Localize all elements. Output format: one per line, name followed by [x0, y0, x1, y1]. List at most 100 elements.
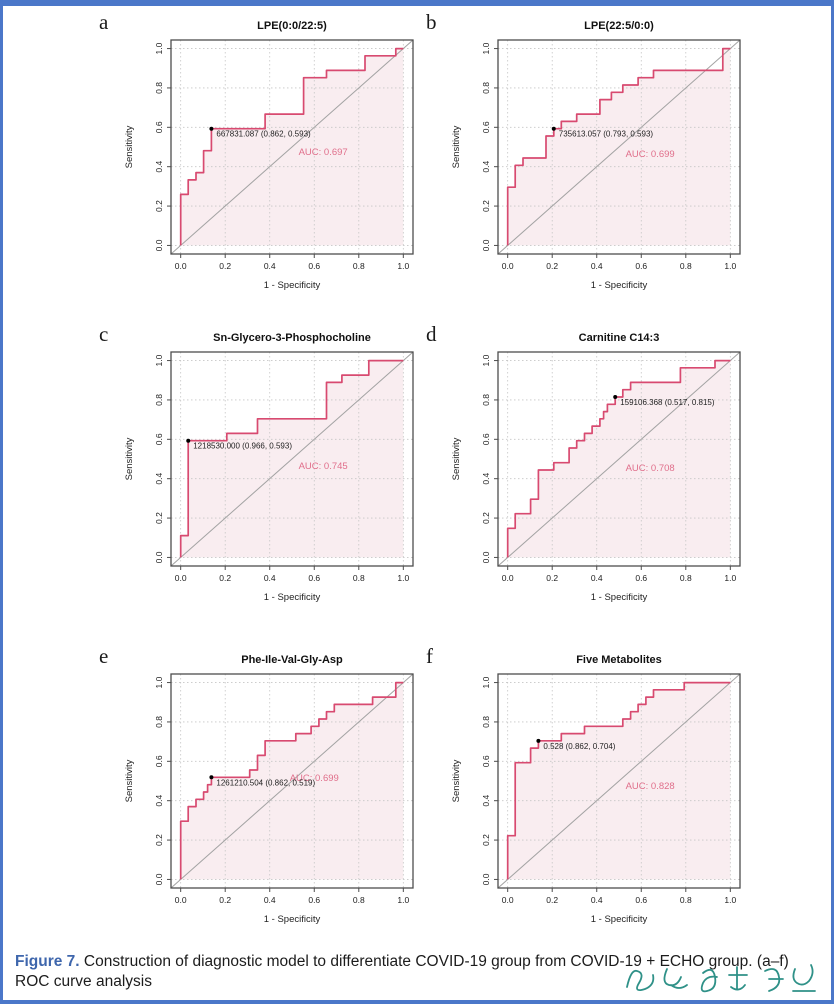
diagonal-reference-line [497, 39, 741, 255]
plot-title: LPE(22:5/0:0) [584, 20, 654, 32]
roc-curve [506, 47, 731, 246]
roc-panel-c: c 0.0 0.0 0.2 0.2 0.4 0.4 0.6 0.6 0.8 0.8 1.0 1.0 Sn… [89, 322, 416, 644]
y-tick-label: 0.0 [154, 239, 164, 251]
plot-box [497, 39, 741, 255]
x-tick-label: 1.0 [397, 895, 409, 905]
roc-curve [179, 681, 404, 880]
x-axis-label: 1 - Specificity [264, 592, 321, 603]
y-tick-label: 0.4 [481, 473, 491, 485]
x-tick-label: 0.8 [680, 573, 692, 583]
plot-title: LPE(0:0/22:5) [257, 20, 327, 32]
y-tick-label: 0.2 [154, 512, 164, 524]
x-axis-label: 1 - Specificity [264, 280, 321, 291]
cutoff-marker [186, 438, 191, 443]
y-tick-label: 0.6 [481, 433, 491, 445]
y-tick-label: 1.0 [481, 354, 491, 366]
x-axis-label: 1 - Specificity [264, 914, 321, 925]
x-tick-label: 1.0 [724, 573, 736, 583]
roc-curve [179, 359, 404, 558]
y-tick-label: 0.6 [154, 121, 164, 133]
cutoff-marker [613, 394, 618, 399]
y-tick-label: 0.6 [154, 755, 164, 767]
x-tick-label: 0.2 [219, 895, 231, 905]
auc-annotation: AUC: 0.745 [299, 461, 348, 472]
cutoff-label: 1261210.504 (0.862, 0.519) [216, 778, 315, 787]
figure-caption-label: Figure 7. [15, 953, 80, 971]
y-tick-label: 0.0 [481, 239, 491, 251]
y-tick-label: 0.8 [154, 716, 164, 728]
x-axis-label: 1 - Specificity [591, 280, 648, 291]
x-tick-label: 0.8 [680, 261, 692, 271]
x-tick-label: 0.0 [175, 261, 187, 271]
y-tick-label: 0.4 [154, 161, 164, 173]
panel-letter-a: a [99, 10, 109, 34]
y-axis-label: Sensitivity [451, 437, 462, 480]
roc-plot-d: 0.0 0.0 0.2 0.2 0.4 0.4 0.6 0.6 0.8 0.8 1.0 1.0 Carn… [451, 332, 741, 603]
panel-letter-d: d [426, 322, 437, 346]
x-tick-label: 0.0 [175, 895, 187, 905]
y-tick-label: 0.6 [481, 755, 491, 767]
y-tick-label: 0.0 [154, 873, 164, 885]
y-tick-label: 0.8 [481, 394, 491, 406]
roc-panel-e: e 0.0 0.0 0.2 0.2 0.4 0.4 0.6 0.6 0.8 0.8 1.0 1.0 Ph… [89, 644, 416, 970]
y-tick-label: 0.2 [481, 512, 491, 524]
x-tick-label: 0.8 [680, 895, 692, 905]
x-tick-label: 0.4 [591, 895, 603, 905]
x-tick-label: 0.2 [219, 573, 231, 583]
x-tick-label: 0.4 [264, 573, 276, 583]
y-tick-label: 0.2 [481, 834, 491, 846]
x-tick-label: 0.2 [546, 895, 558, 905]
panel-letter-b: b [426, 10, 437, 34]
x-tick-label: 0.6 [308, 895, 320, 905]
x-tick-label: 0.0 [502, 895, 514, 905]
y-tick-label: 0.0 [481, 551, 491, 563]
x-tick-label: 0.4 [591, 261, 603, 271]
y-axis-label: Sensitivity [451, 125, 462, 168]
figure-caption-text: Construction of diagnostic model to diff… [15, 953, 789, 990]
cutoff-label: 667831.087 (0.862, 0.593) [216, 130, 311, 139]
y-tick-label: 1.0 [154, 676, 164, 688]
x-tick-label: 1.0 [397, 261, 409, 271]
roc-panel-f: f 0.0 0.0 0.2 0.2 0.4 0.4 0.6 0.6 0.8 0.8 1.0 1.0 Fi… [416, 644, 743, 970]
roc-plot-f: 0.0 0.0 0.2 0.2 0.4 0.4 0.6 0.6 0.8 0.8 1.0 1.0 Five… [451, 654, 741, 925]
diagonal-reference-line [170, 39, 414, 255]
plot-box [170, 351, 414, 567]
roc-plot-b: 0.0 0.0 0.2 0.2 0.4 0.4 0.6 0.6 0.8 0.8 1.0 1.0 LPE(… [451, 20, 741, 291]
cutoff-label: 1218530.000 (0.966, 0.593) [193, 442, 292, 451]
x-tick-label: 0.0 [502, 261, 514, 271]
roc-curve [506, 359, 731, 558]
x-tick-label: 0.6 [308, 261, 320, 271]
x-tick-label: 1.0 [397, 573, 409, 583]
y-tick-label: 0.0 [154, 551, 164, 563]
roc-panel-a: a 0.0 0.0 0.2 0.2 0.4 0.4 0.6 0.6 0.8 0.8 1.0 1.0 LP… [89, 10, 416, 322]
y-tick-label: 0.4 [481, 795, 491, 807]
roc-curve [179, 47, 404, 246]
roc-plot-e: 0.0 0.0 0.2 0.2 0.4 0.4 0.6 0.6 0.8 0.8 1.0 1.0 Phe-… [124, 654, 414, 925]
x-tick-label: 0.0 [175, 573, 187, 583]
plot-title: Phe-Ile-Val-Gly-Asp [241, 654, 343, 666]
x-axis-label: 1 - Specificity [591, 592, 648, 603]
cutoff-marker [551, 126, 556, 131]
x-tick-label: 0.6 [635, 261, 647, 271]
x-tick-label: 0.4 [264, 261, 276, 271]
diagonal-reference-line [497, 351, 741, 567]
y-tick-label: 0.2 [154, 200, 164, 212]
x-tick-label: 0.0 [502, 573, 514, 583]
x-tick-label: 0.2 [546, 261, 558, 271]
y-tick-label: 0.6 [481, 121, 491, 133]
plot-box [497, 351, 741, 567]
cutoff-label: 735613.057 (0.793, 0.593) [559, 130, 654, 139]
roc-plot-c: 0.0 0.0 0.2 0.2 0.4 0.4 0.6 0.6 0.8 0.8 1.0 1.0 Sn-G… [124, 332, 414, 603]
diagonal-reference-line [497, 673, 741, 889]
y-tick-label: 0.6 [154, 433, 164, 445]
cutoff-label: 159106.368 (0.517, 0.815) [620, 398, 715, 407]
x-tick-label: 0.8 [353, 573, 365, 583]
plot-title: Five Metabolites [576, 654, 662, 666]
roc-grid: a 0.0 0.0 0.2 0.2 0.4 0.4 0.6 0.6 0.8 0.8 1.0 1.0 LP… [3, 6, 831, 970]
cutoff-marker [209, 126, 214, 131]
y-tick-label: 0.4 [154, 795, 164, 807]
roc-curve [506, 681, 731, 880]
panel-letter-e: e [99, 644, 109, 668]
y-axis-label: Sensitivity [124, 125, 135, 168]
